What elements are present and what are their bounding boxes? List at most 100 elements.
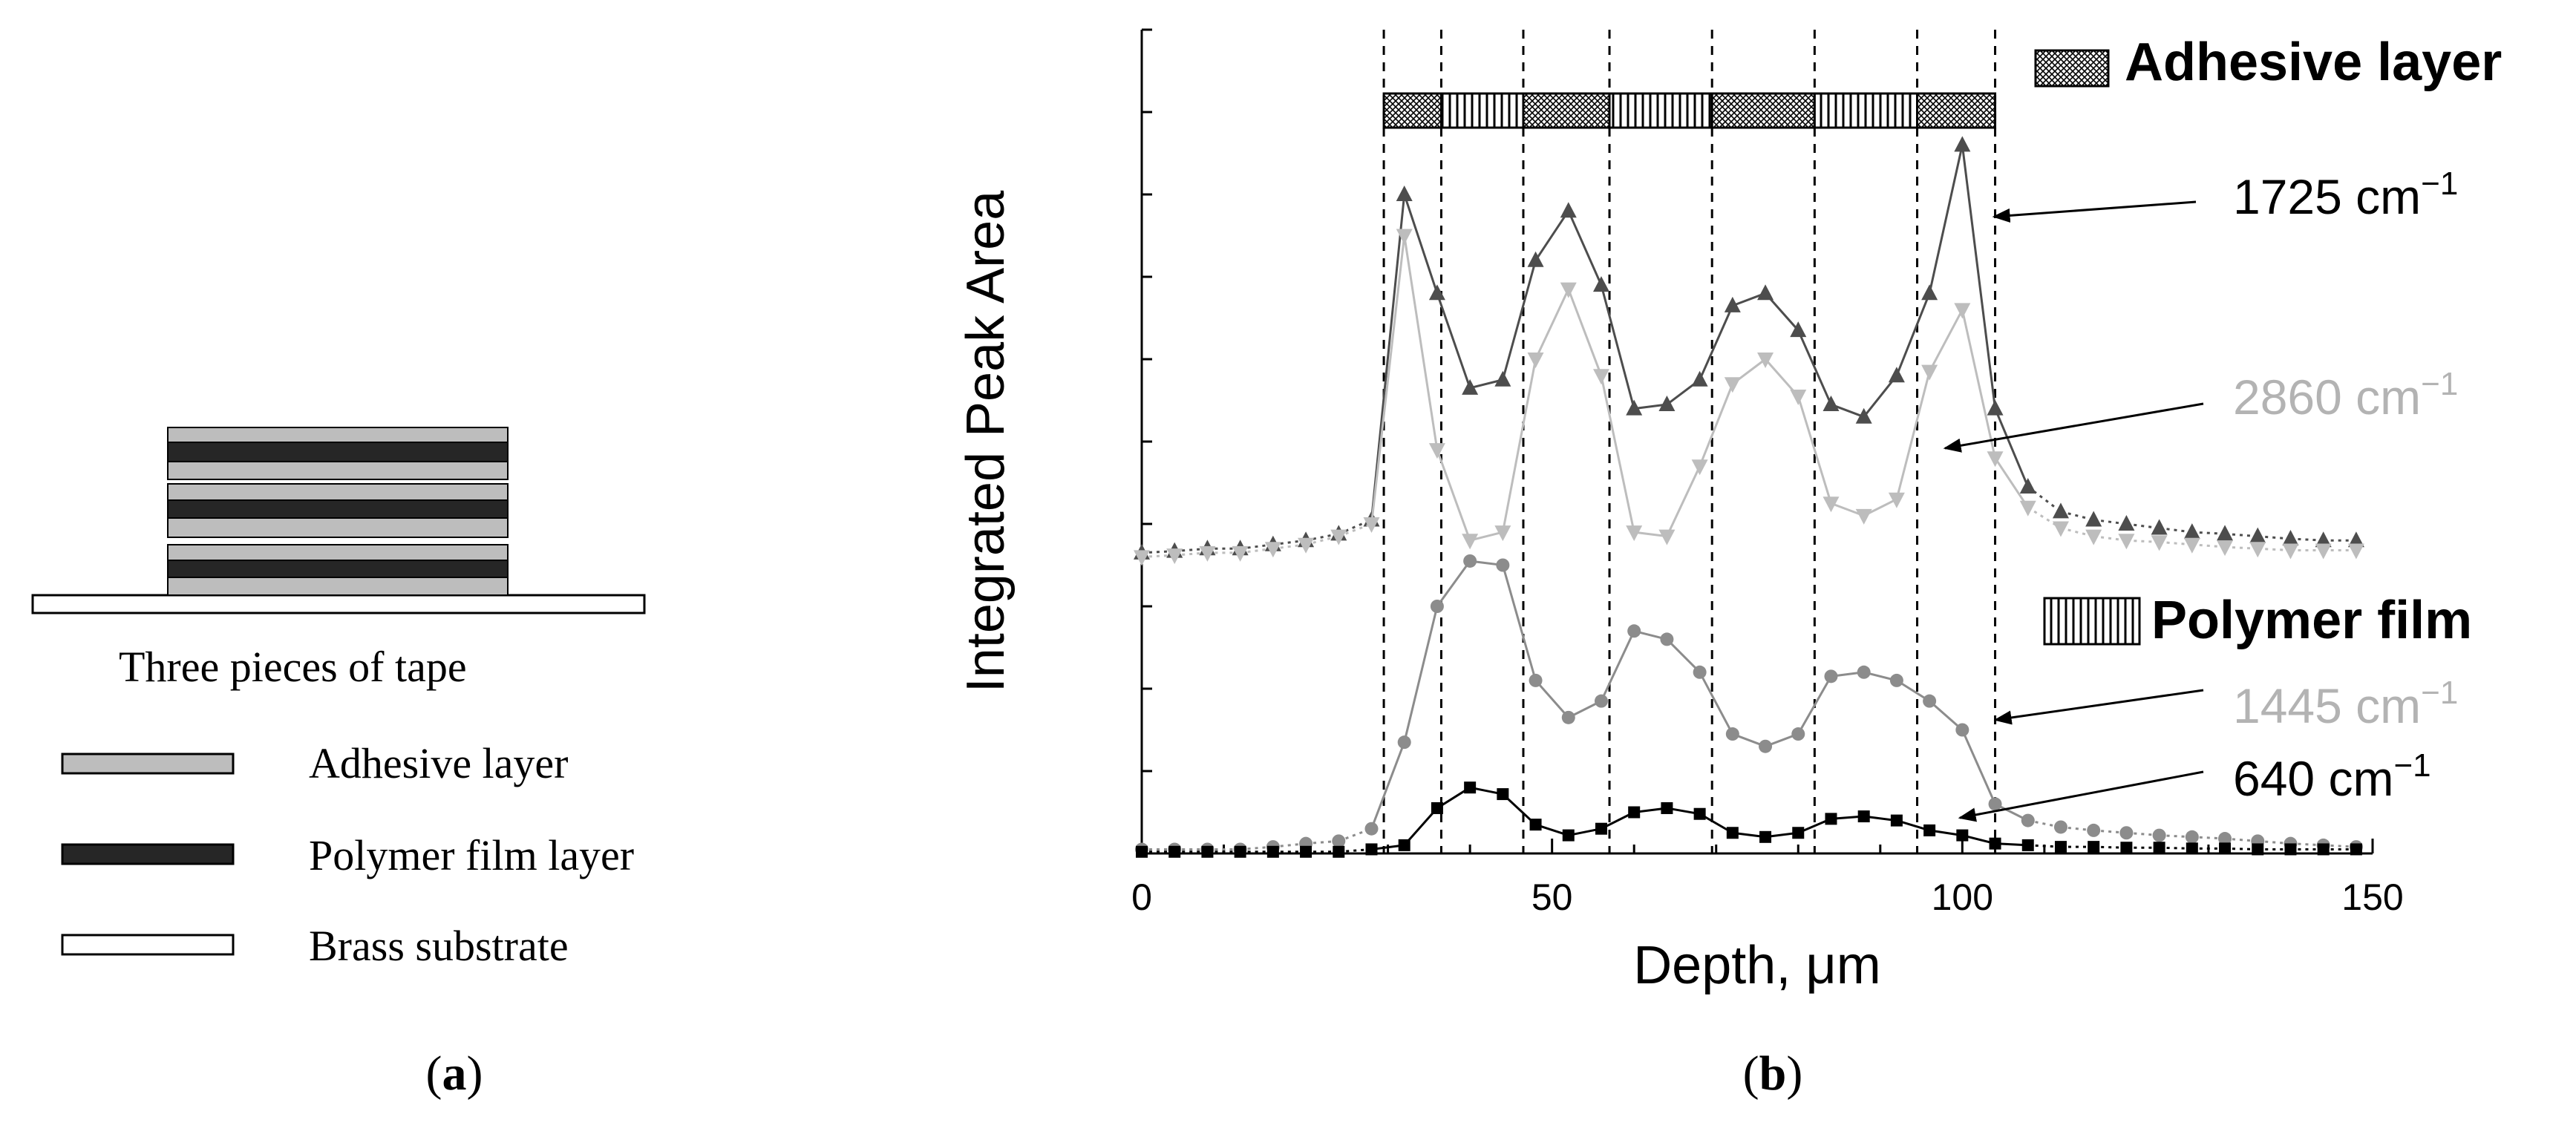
point-1445 [2185, 830, 2199, 844]
series-line-2860 [2191, 543, 2226, 548]
point-640 [2186, 842, 2198, 855]
point-1445 [2218, 832, 2232, 846]
point-1725 [2118, 515, 2135, 531]
panel-a-legend: Adhesive layer Polymer film layer Brass … [61, 739, 634, 970]
series-line-2860 [1534, 289, 1570, 360]
point-1445 [1857, 665, 1871, 679]
point-2860 [1823, 496, 1840, 513]
point-2860 [1232, 545, 1249, 562]
polymer-segment [1813, 92, 1919, 129]
series-line-1445 [1666, 638, 1701, 673]
point-640 [1923, 824, 1936, 836]
point-640 [1201, 845, 1214, 858]
x-tick-label: 100 [1932, 876, 1993, 918]
tape-caption: Three pieces of tape [119, 643, 467, 691]
point-640 [1497, 788, 1509, 801]
point-640 [1136, 845, 1148, 858]
point-1725 [1987, 399, 2004, 416]
point-1725 [1954, 136, 1971, 152]
point-2860 [2151, 535, 2168, 551]
point-2860 [2217, 540, 2234, 557]
point-640 [1300, 845, 1312, 858]
series-line-640 [2027, 844, 2062, 848]
series-640 [1136, 781, 2362, 858]
series-line-1445 [2290, 842, 2324, 847]
point-640 [2021, 839, 2034, 851]
point-1725 [2315, 531, 2332, 548]
point-2860 [2282, 543, 2299, 560]
series-line-1445 [2126, 831, 2160, 837]
series-line-1445 [1240, 845, 1273, 850]
point-1725 [1757, 284, 1774, 301]
series-line-2860 [1797, 396, 1832, 504]
series-line-2860 [2093, 535, 2127, 542]
series-line-1725 [1994, 408, 2030, 488]
point-2860 [2249, 542, 2266, 558]
point-640 [1234, 845, 1246, 858]
point-2860 [1658, 529, 1676, 545]
point-640 [2054, 841, 2067, 853]
adhesive-segment [1382, 92, 1442, 129]
series-line-1725 [2290, 537, 2324, 542]
point-1725 [2217, 525, 2234, 541]
x-ticks: 0 50 100 150 [1131, 839, 2404, 918]
series-line-1725 [2191, 531, 2226, 535]
point-1445 [1725, 727, 1739, 741]
point-1725 [2151, 519, 2168, 535]
layer-legend: Adhesive layer Polymer film [2034, 33, 2502, 650]
series-line-1445 [1501, 565, 1537, 681]
point-1445 [1364, 822, 1379, 836]
point-1445 [1463, 554, 1477, 568]
point-2860 [1527, 353, 1544, 368]
point-1725 [1921, 284, 1938, 301]
point-640 [2252, 843, 2264, 856]
series-line-2860 [1338, 522, 1373, 538]
point-640 [1726, 827, 1739, 839]
point-2860 [2085, 529, 2102, 545]
point-2860 [1330, 529, 1347, 545]
tape-layer [167, 560, 509, 578]
point-1445 [1529, 673, 1543, 687]
tape-layer [167, 461, 509, 480]
series-line-1445 [1600, 630, 1635, 702]
series-line-1725 [1370, 194, 1406, 520]
series-line-2860 [1634, 531, 1667, 538]
point-1445 [1824, 669, 1838, 683]
series-line-1445 [1338, 827, 1373, 842]
point-1445 [1693, 665, 1707, 679]
series-line-1725 [1797, 330, 1832, 405]
series-line-1445 [2093, 829, 2127, 834]
point-1725 [2249, 527, 2266, 543]
point-1445 [1594, 694, 1608, 708]
point-1725 [1691, 370, 1708, 387]
point-1725 [1396, 186, 1413, 201]
series-line-1725 [1141, 550, 1175, 554]
series-line-1445 [2159, 834, 2192, 839]
point-1725 [1658, 396, 1676, 412]
brass-substrate-bar [31, 594, 646, 614]
point-640 [2219, 842, 2232, 855]
adhesive-segment [1710, 92, 1816, 129]
point-1445 [1759, 739, 1773, 753]
point-2860 [1921, 364, 1938, 381]
point-1445 [1791, 727, 1805, 741]
point-1725 [1592, 276, 1609, 292]
series-line-2860 [1436, 449, 1471, 541]
series-line-1725 [1699, 305, 1734, 381]
series-line-1725 [2126, 522, 2160, 530]
peak-label-2860: 2860 cm−1 [2233, 366, 2458, 424]
tape-layer [167, 577, 509, 596]
point-2860 [1691, 459, 1708, 476]
point-1725 [1855, 407, 1872, 424]
adhesive-segment [1916, 92, 1997, 129]
point-640 [2350, 843, 2362, 856]
tape-layer [167, 442, 509, 462]
series-line-1725 [1240, 543, 1274, 550]
panel-a-tag: (a) [426, 1046, 483, 1101]
point-640 [1759, 830, 1772, 843]
arrow-2860 [1943, 402, 2204, 453]
series-line-1725 [1961, 145, 1997, 409]
point-1725 [2183, 523, 2200, 540]
point-2860 [2052, 521, 2069, 537]
series-line-1725 [2159, 527, 2193, 534]
